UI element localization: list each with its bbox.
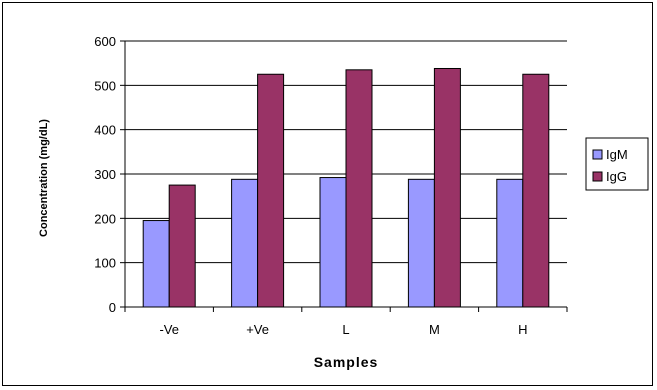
legend-label-igm: IgM	[606, 147, 628, 162]
y-tick-labels: 0 100 200 300 400 500 600	[94, 34, 116, 315]
bar-igm-m	[407, 178, 435, 308]
y-axis-title: Concentration (mg/dL)	[38, 119, 50, 237]
bar-igm-h	[496, 178, 524, 308]
bar-igm-posve	[231, 178, 259, 308]
bar-igg-posve	[257, 73, 285, 308]
y-tick-label: 100	[94, 256, 116, 271]
bar-igg-h	[522, 73, 550, 308]
legend-label-igg: IgG	[606, 169, 627, 184]
x-tick-label: -Ve	[159, 322, 179, 337]
bar-igg-l	[345, 69, 373, 308]
y-tick-label: 500	[94, 78, 116, 93]
x-tick-labels: -Ve +Ve L M H	[159, 322, 527, 337]
axes	[120, 40, 568, 312]
y-tick-label: 300	[94, 167, 116, 182]
bars	[142, 67, 550, 308]
x-axis-title: Samples	[314, 354, 379, 370]
x-tick-label: H	[518, 322, 527, 337]
bar-igm-l	[319, 177, 347, 308]
legend-swatch-igm	[592, 149, 603, 160]
x-tick-label: M	[429, 322, 440, 337]
bar-igm-negve	[142, 220, 170, 308]
x-tick-label: L	[342, 322, 349, 337]
y-tick-label: 200	[94, 211, 116, 226]
y-tick-label: 600	[94, 34, 116, 49]
legend: IgM IgG	[585, 137, 649, 191]
y-tick-label: 400	[94, 123, 116, 138]
bar-igg-m	[433, 67, 461, 308]
legend-swatch-igg	[592, 171, 603, 182]
y-tick-label: 0	[109, 300, 116, 315]
bar-igg-negve	[168, 184, 196, 308]
x-tick-label: +Ve	[246, 322, 269, 337]
